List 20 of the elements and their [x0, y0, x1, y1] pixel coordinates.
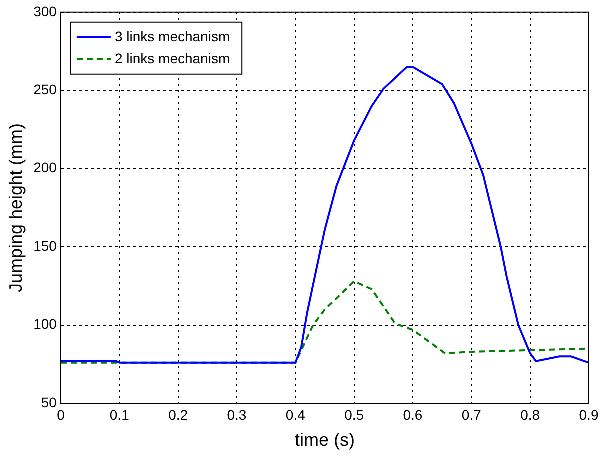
x-tick-label: 0.2: [168, 406, 188, 423]
legend-label: 3 links mechanism: [114, 28, 230, 44]
y-tick-label: 100: [34, 316, 58, 332]
legend-label: 2 links mechanism: [114, 50, 230, 66]
x-tick-label: 0.1: [110, 406, 130, 423]
x-tick-label: 0.6: [403, 406, 423, 423]
y-tick-label: 250: [34, 82, 58, 98]
y-tick-label: 50: [41, 394, 58, 410]
y-tick-label: 200: [34, 160, 58, 176]
x-tick-label: 0.9: [579, 406, 599, 423]
x-tick-label: 0.4: [286, 406, 306, 423]
y-tick-label: 150: [34, 238, 58, 254]
y-axis-title: Jumping height (mm): [6, 123, 26, 293]
x-axis-title: time (s): [294, 430, 355, 450]
x-tick-label: 0.5: [344, 406, 364, 423]
y-tick-label: 300: [34, 3, 58, 20]
x-tick-label: 0.7: [462, 406, 482, 423]
x-tick-label: 0: [57, 406, 66, 423]
x-tick-label: 0.3: [227, 406, 247, 423]
x-tick-label: 0.8: [520, 406, 540, 423]
